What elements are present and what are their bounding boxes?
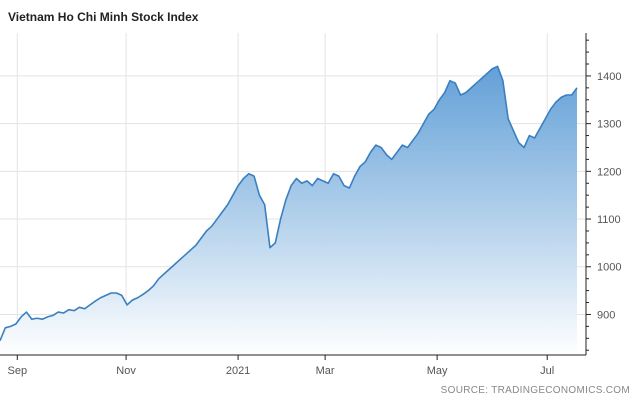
label-layer: 900 1000 1100 1200 1300 1400 Sep Nov 2021 Mar May J… [7,71,621,377]
area-layer [0,65,578,355]
source-note: SOURCE: TRADINGECONOMICS.COM [440,385,630,396]
y-tick-label: 1300 [597,119,621,131]
x-tick-label: May [427,365,448,377]
axis-layer [0,33,591,360]
x-tick-label: Sep [7,365,27,377]
chart-title: Vietnam Ho Chi Minh Stock Index [8,10,199,24]
y-tick-label: 1100 [597,214,621,226]
y-tick-label: 900 [597,309,615,321]
series-area [0,66,577,355]
x-tick-label: 2021 [226,365,250,377]
y-tick-label: 1200 [597,166,621,178]
y-tick-label: 1000 [597,262,621,274]
series-line [0,65,578,341]
x-tick-label: Nov [116,365,136,377]
x-tick-label: Mar [316,365,335,377]
y-tick-label: 1400 [597,71,621,83]
x-tick-label: Jul [540,365,554,377]
